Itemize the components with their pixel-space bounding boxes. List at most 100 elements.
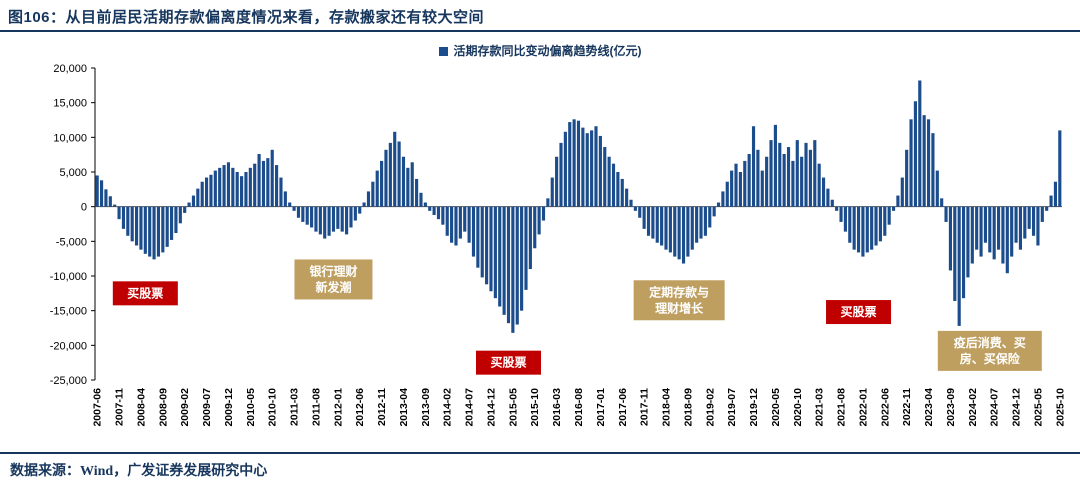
footer-divider — [0, 452, 1080, 454]
bar — [226, 162, 231, 207]
bar — [393, 131, 397, 207]
bar — [546, 198, 550, 207]
bar — [870, 206, 874, 250]
bar — [633, 206, 637, 211]
bar — [948, 206, 952, 271]
bar — [511, 206, 515, 333]
x-tick-label: 2009-12 — [223, 388, 235, 427]
bar — [817, 163, 821, 207]
bar — [476, 206, 480, 268]
bar — [835, 206, 839, 211]
annotation-label: 买股票 — [127, 285, 163, 300]
bar — [598, 135, 602, 207]
y-tick-label: 10,000 — [53, 132, 87, 144]
bar — [288, 202, 292, 207]
bar — [528, 206, 532, 270]
bar — [957, 206, 961, 326]
bar — [681, 206, 686, 264]
bar — [712, 206, 716, 217]
bar — [218, 167, 222, 207]
bar-series — [95, 80, 1062, 333]
bar — [432, 206, 436, 215]
bar — [485, 206, 489, 285]
bar — [721, 191, 725, 207]
annotation-box-tan — [633, 280, 725, 321]
bar — [296, 206, 301, 218]
bar — [1005, 206, 1009, 274]
bar — [384, 149, 388, 207]
bar — [292, 206, 296, 211]
bar — [200, 181, 204, 207]
bar — [305, 206, 309, 225]
bar — [940, 198, 944, 207]
bar — [616, 172, 620, 207]
bar — [139, 206, 143, 250]
bar — [1045, 206, 1049, 211]
x-tick-label: 2014-07 — [464, 388, 476, 427]
bar — [436, 206, 441, 220]
y-tick-label: 15,000 — [53, 98, 87, 110]
bar — [655, 206, 659, 243]
y-axis: -25,000 -20,000 -15,000 -10,000 -5,000 0 5,000… — [50, 63, 96, 387]
bar — [301, 206, 305, 222]
bar — [887, 206, 891, 225]
y-tick-label: 5,000 — [59, 167, 87, 179]
bar — [493, 206, 497, 299]
bar — [450, 206, 454, 243]
x-tick-label: 2025-05 — [1032, 388, 1044, 427]
bar — [813, 140, 817, 207]
bar — [913, 101, 917, 207]
bar — [651, 206, 655, 239]
bar — [966, 206, 970, 278]
x-tick-label: 2009-07 — [201, 388, 213, 427]
bar — [673, 206, 677, 257]
bar — [196, 188, 200, 207]
bar — [340, 206, 344, 232]
bar — [371, 181, 375, 207]
x-tick-label: 2018-09 — [682, 388, 694, 427]
x-tick-label: 2021-08 — [836, 388, 848, 427]
bar — [445, 206, 449, 236]
y-tick-label: -10,000 — [50, 271, 87, 283]
bar — [738, 172, 742, 207]
x-tick-label: 2015-05 — [507, 388, 519, 427]
bar — [117, 206, 121, 220]
bar — [747, 153, 751, 207]
x-tick-label: 2024-12 — [1011, 388, 1023, 427]
annotation-box-red — [112, 281, 178, 306]
bar — [314, 206, 318, 232]
bar — [1023, 206, 1027, 239]
bar — [988, 206, 992, 253]
bar — [690, 206, 694, 250]
bar — [178, 206, 182, 224]
bar — [187, 202, 191, 207]
x-tick-label: 2024-07 — [989, 388, 1001, 427]
bar — [625, 188, 629, 207]
bar — [506, 206, 511, 324]
bar — [961, 206, 966, 299]
bar — [388, 142, 392, 207]
bar — [1010, 206, 1014, 257]
bar — [830, 199, 834, 207]
bar — [550, 177, 554, 207]
bar — [642, 206, 646, 229]
bar — [848, 206, 852, 243]
annotation-label: 买股票 — [490, 355, 526, 370]
bar — [620, 178, 624, 207]
bar — [323, 206, 327, 239]
x-tick-label: 2011-03 — [289, 388, 301, 426]
bar — [568, 122, 572, 207]
bar — [349, 206, 353, 228]
bar — [909, 119, 913, 207]
bar — [804, 142, 808, 207]
bar — [463, 206, 467, 232]
bar — [498, 206, 502, 307]
bar — [773, 124, 777, 207]
x-tick-label: 2020-10 — [792, 388, 804, 427]
bar — [362, 202, 366, 207]
bar — [791, 160, 795, 207]
x-tick-label: 2013-09 — [420, 388, 432, 427]
x-tick-label: 2014-12 — [485, 388, 497, 427]
annotation-box-red — [475, 350, 541, 375]
bar — [1053, 181, 1058, 207]
